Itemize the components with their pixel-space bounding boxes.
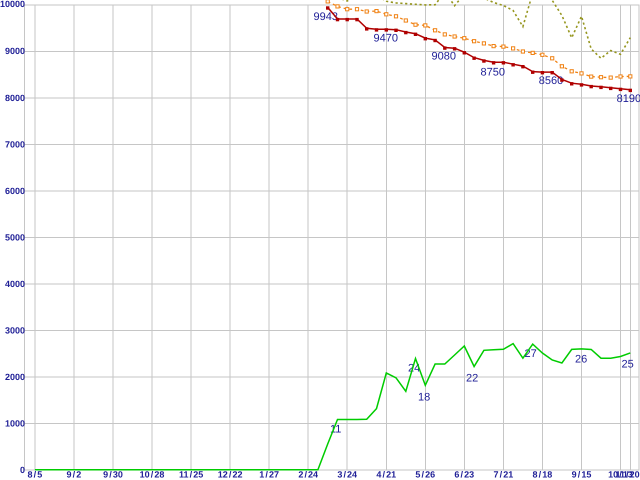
svg-text:25: 25 xyxy=(622,359,634,371)
svg-text:9/2: 9/2 xyxy=(67,470,82,480)
svg-text:9/30: 9/30 xyxy=(103,470,123,480)
svg-text:11/25: 11/25 xyxy=(179,470,203,480)
svg-text:12/22: 12/22 xyxy=(218,470,243,480)
svg-text:3000: 3000 xyxy=(5,325,25,335)
svg-text:9470: 9470 xyxy=(374,33,398,45)
svg-text:10/28: 10/28 xyxy=(140,470,165,480)
svg-text:8000: 8000 xyxy=(5,93,25,103)
svg-text:4/21: 4/21 xyxy=(376,470,396,480)
svg-text:2/24: 2/24 xyxy=(298,470,318,480)
svg-text:6000: 6000 xyxy=(5,186,25,196)
svg-text:1000: 1000 xyxy=(5,419,25,429)
svg-text:8/18: 8/18 xyxy=(533,470,553,480)
svg-text:5/26: 5/26 xyxy=(415,470,435,480)
svg-text:8560: 8560 xyxy=(539,75,563,87)
svg-text:4000: 4000 xyxy=(5,279,25,289)
svg-text:5000: 5000 xyxy=(5,232,25,242)
svg-text:26: 26 xyxy=(575,353,587,365)
svg-text:9/15: 9/15 xyxy=(572,470,592,480)
svg-text:8190: 8190 xyxy=(617,93,640,105)
svg-text:0: 0 xyxy=(20,465,25,475)
svg-text:18: 18 xyxy=(418,392,430,404)
svg-text:11/20: 11/20 xyxy=(615,470,639,480)
svg-text:1/27: 1/27 xyxy=(259,470,279,480)
svg-text:10/13: 10/13 xyxy=(608,470,633,480)
svg-text:8/5: 8/5 xyxy=(28,470,43,480)
svg-text:9080: 9080 xyxy=(432,51,456,63)
svg-text:9000: 9000 xyxy=(5,46,25,56)
svg-text:6/23: 6/23 xyxy=(454,470,474,480)
svg-text:3/24: 3/24 xyxy=(337,470,357,480)
svg-text:22: 22 xyxy=(466,373,478,385)
svg-text:11: 11 xyxy=(330,424,341,436)
svg-text:9943: 9943 xyxy=(314,11,338,23)
svg-text:2000: 2000 xyxy=(5,372,25,382)
svg-text:8750: 8750 xyxy=(481,66,505,78)
svg-text:10000: 10000 xyxy=(0,0,25,9)
svg-text:7000: 7000 xyxy=(5,139,25,149)
svg-text:7/21: 7/21 xyxy=(494,470,514,480)
